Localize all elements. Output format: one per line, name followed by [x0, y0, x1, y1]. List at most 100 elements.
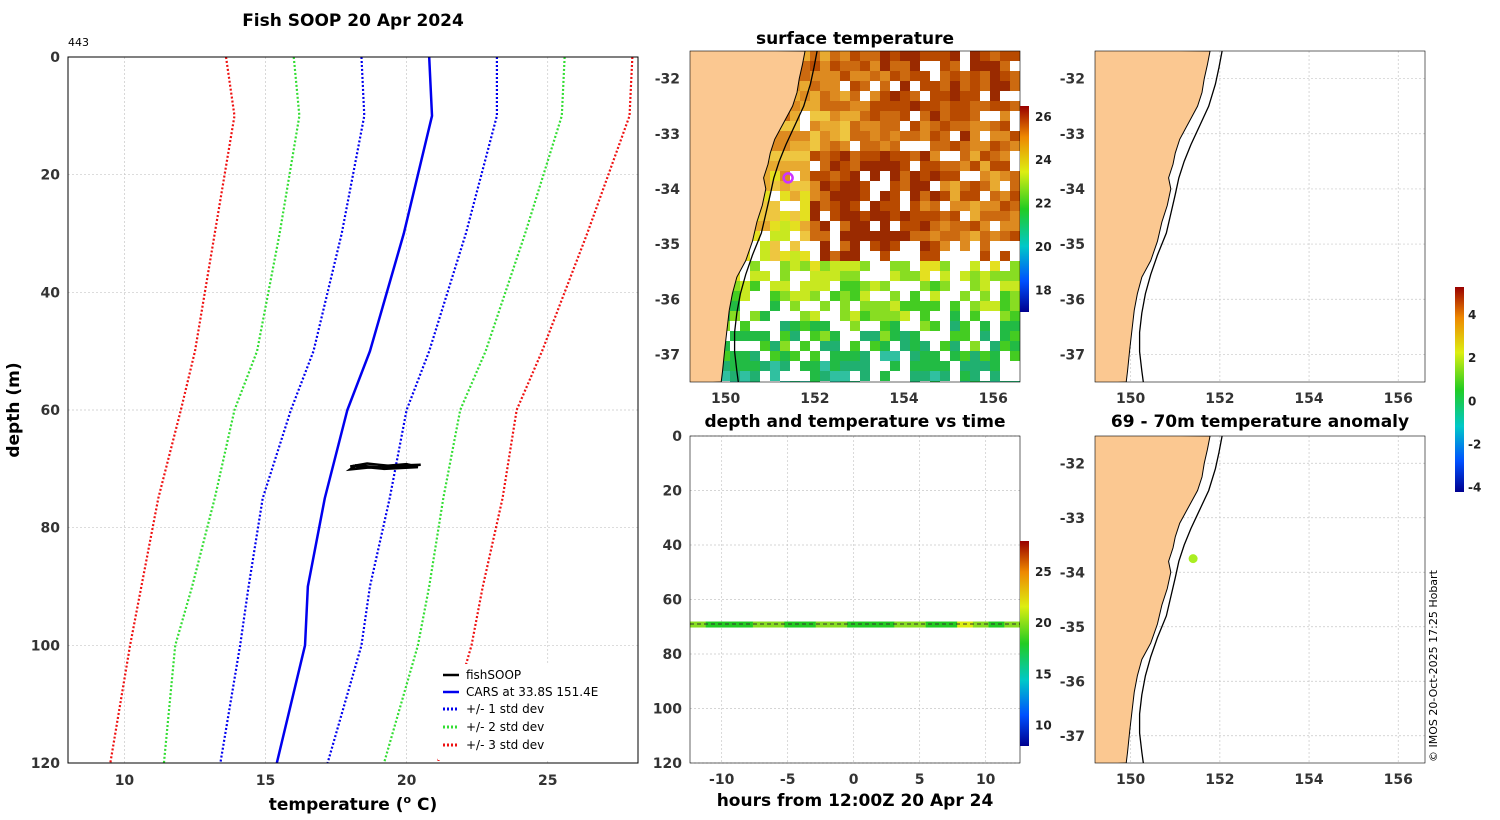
sst-pixel [930, 351, 940, 361]
sst-shelf-contour [733, 51, 818, 382]
sst-pixel [970, 151, 980, 161]
sst-pixel [770, 341, 780, 351]
legend-label-3std: +/- 3 std dev [466, 738, 544, 752]
sst-pixel [890, 141, 900, 151]
sst-pixel [780, 291, 790, 301]
sst-pixel [800, 291, 810, 301]
sst-pixel [970, 361, 980, 371]
sst-pixel [740, 291, 750, 301]
sst-pixel [850, 121, 860, 131]
sst-pixel [940, 131, 950, 141]
sst-pixel [950, 91, 960, 101]
profile-series-2-lower [162, 57, 301, 763]
sst-pixel [870, 211, 880, 221]
sst-pixel [920, 281, 930, 291]
sst-pixel [830, 121, 840, 131]
sst-pixel [790, 151, 800, 161]
sst-pixel [800, 231, 810, 241]
sst-pixel [990, 61, 1000, 71]
time-section-colorbar [1020, 541, 1029, 746]
sst-pixel [980, 171, 990, 181]
sst-pixel [890, 271, 900, 281]
sst-tick-labels: 150 152 154 156 -32 -33 -34 -35 -36 -37 [655, 72, 1008, 407]
sst-pixel [770, 251, 780, 261]
sst-pixel [910, 371, 920, 381]
sst-pixel [870, 131, 880, 141]
sst-pixel [980, 151, 990, 161]
sst-pixel [800, 141, 810, 151]
sst-pixel [910, 91, 920, 101]
sst-pixel [810, 271, 820, 281]
profile-xtick-label: 15 [256, 773, 275, 789]
sst-pixel [880, 371, 890, 381]
sst-pixel [890, 191, 900, 201]
sst-pixel [810, 71, 820, 81]
map-ytick-label: -36 [1060, 292, 1085, 308]
sst-pixel [870, 331, 880, 341]
sst-pixel [950, 61, 960, 71]
sst-pixel [820, 91, 830, 101]
time-ytick-label: 0 [672, 429, 682, 445]
sst-pixel [920, 311, 930, 321]
sst-pixel [1000, 121, 1010, 131]
sst-pixel [960, 321, 970, 331]
sst-pixel [950, 221, 960, 231]
sst-pixel [800, 341, 810, 351]
sst-pixel [960, 151, 970, 161]
sst-pixel [820, 81, 830, 91]
sst-pixel [920, 261, 930, 271]
sst-pixel [970, 381, 980, 382]
sst-pixel [860, 301, 870, 311]
sst-pixel [770, 361, 780, 371]
sst-pixel [880, 301, 890, 311]
sst-pixel [980, 301, 990, 311]
sst-pixel [870, 151, 880, 161]
sst-pixel [790, 211, 800, 221]
sst-pixel [920, 151, 930, 161]
sst-pixel [870, 231, 880, 241]
sst-pixel [810, 51, 820, 61]
sst-pixel [940, 81, 950, 91]
sst-pixel [870, 71, 880, 81]
sst-pixel [980, 321, 990, 331]
sst-pixel [850, 111, 860, 121]
sst-pixel [840, 111, 850, 121]
sst-pixel [870, 121, 880, 131]
sst-pixel [1000, 131, 1010, 141]
time-xtick-label: -5 [780, 772, 796, 788]
map-ytick-label: -36 [1060, 674, 1085, 690]
sst-pixel [800, 201, 810, 211]
sst-pixel [810, 171, 820, 181]
sst-pixel [780, 221, 790, 231]
sst-pixel [760, 271, 770, 281]
sst-pixel [1000, 71, 1010, 81]
sst-pixel [830, 161, 840, 171]
sst-pixel [960, 81, 970, 91]
sst-pixel [940, 361, 950, 371]
sst-pixel [990, 121, 1000, 131]
sst-pixel [860, 101, 870, 111]
sst-pixel [910, 51, 920, 61]
sst-pixel [950, 351, 960, 361]
sst-pixel [930, 261, 940, 271]
sst-pixel [820, 301, 830, 311]
sst-pixel [850, 281, 860, 291]
time-colorbar-tick: 10 [1035, 719, 1052, 733]
sst-pixel [840, 351, 850, 361]
sst-pixel [850, 201, 860, 211]
sst-pixel [830, 331, 840, 341]
empty-map-shelf-contour [1138, 51, 1223, 382]
sst-pixel [890, 61, 900, 71]
sst-pixel [800, 361, 810, 371]
sst-pixel [770, 351, 780, 361]
sst-pixel [850, 51, 860, 61]
sst-pixel [840, 121, 850, 131]
sst-pixel [840, 191, 850, 201]
sst-pixel [820, 271, 830, 281]
sst-pixel [1010, 271, 1020, 281]
sst-pixel [800, 91, 810, 101]
sst-pixel [820, 111, 830, 121]
sst-pixel [760, 361, 770, 371]
sst-pixel [860, 261, 870, 271]
sst-pixel [940, 191, 950, 201]
